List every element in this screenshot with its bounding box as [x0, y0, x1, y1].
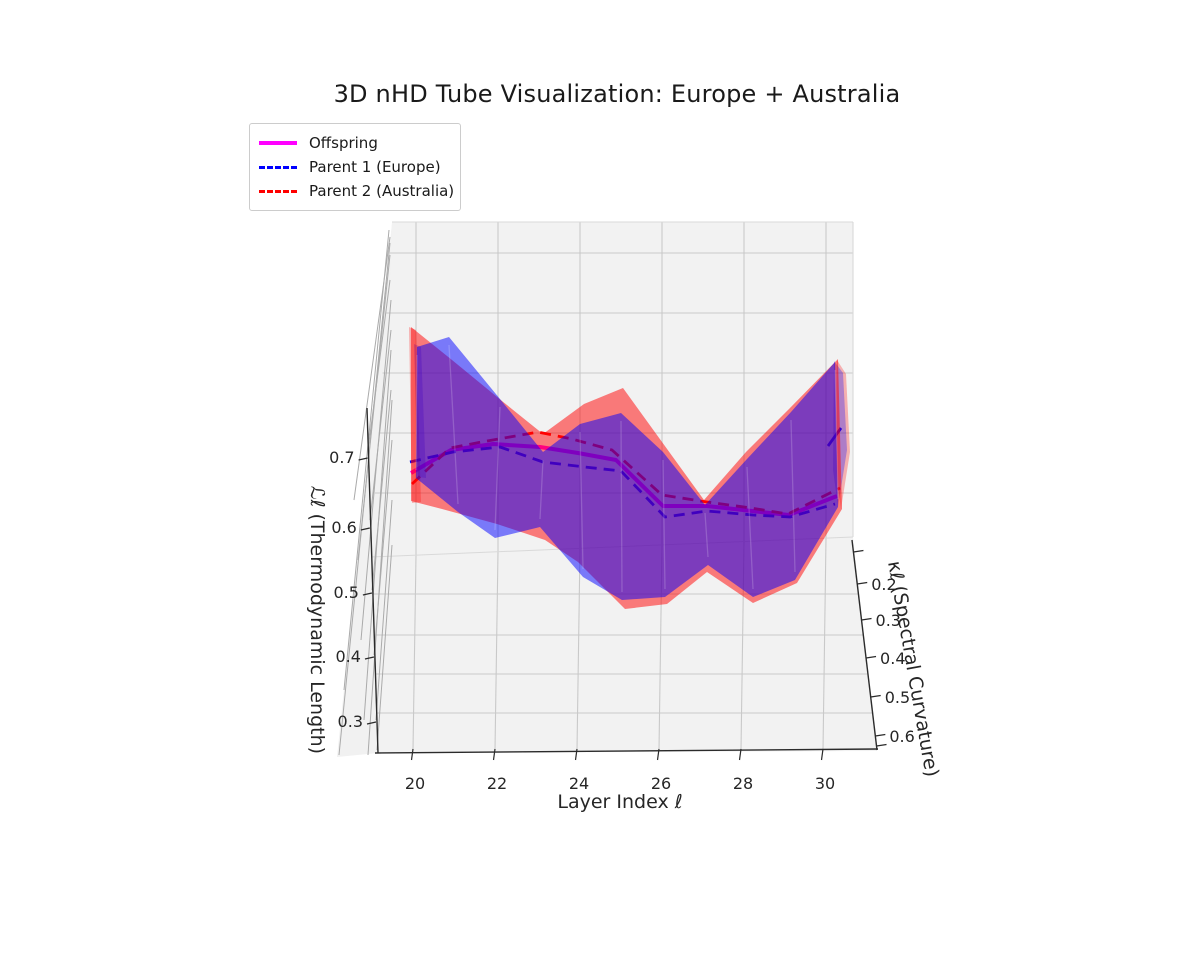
tube-seam [539, 459, 544, 520]
floor-x-gridline [412, 555, 417, 751]
plot-title: 3D nHD Tube Visualization: Europe + Aust… [333, 80, 901, 108]
tube-seam [620, 420, 623, 593]
x-tick-mark [410, 748, 414, 761]
tube-seam [494, 406, 501, 531]
left-pane-hatch-line [367, 399, 393, 756]
x-tick-label: 30 [815, 774, 835, 793]
y-axis-spine [851, 539, 878, 751]
left-pane-hatch-line [367, 279, 391, 451]
x-tick-label: 26 [651, 774, 671, 793]
tube-seam [790, 419, 796, 573]
z-tick-mark [362, 592, 373, 596]
parent2-line-sample [259, 189, 297, 193]
x-tick-mark [574, 748, 578, 761]
tube-seam [415, 354, 418, 471]
z-tick-label: 0.5 [333, 583, 358, 602]
legend: Offspring Parent 1 (Europe) Parent 2 (Au… [249, 123, 461, 211]
y-tick-mark [853, 549, 864, 553]
y-tick-label: 0.5 [885, 688, 910, 707]
y-tick-mark [857, 581, 868, 585]
left-pane-hatch-line [369, 329, 392, 521]
left-pane-hatch-line [338, 242, 391, 756]
z-tick-label: 0.4 [335, 647, 360, 666]
tube-seam [579, 431, 584, 570]
z-axis-spine [366, 407, 379, 754]
z-tick-mark [358, 457, 368, 461]
z-tick-label: 0.6 [331, 518, 356, 537]
left-pane-hatch-line [376, 544, 393, 751]
parent1-tube-ribbon [416, 337, 838, 600]
y-tick-label: 0.6 [889, 727, 914, 746]
x-axis-spine [374, 748, 879, 754]
legend-label: Offspring [309, 134, 378, 152]
left-pane-hatch-line [360, 299, 392, 641]
z-tick-mark [366, 721, 377, 725]
z-axis-label: ℒℓ (Thermodynamic Length) [306, 486, 328, 754]
x-axis-label: Layer Index ℓ [557, 791, 682, 813]
legend-item-parent2: Parent 2 (Australia) [259, 179, 454, 203]
offspring-line-sample [259, 141, 297, 145]
x-tick-label: 22 [487, 774, 507, 793]
floor-x-gridline [576, 548, 581, 751]
left-pane-hatch-line [371, 389, 392, 591]
x-tick-mark [738, 748, 742, 761]
z-tick-label: 0.7 [329, 448, 354, 467]
x-tick-mark [656, 748, 660, 761]
tube-seam [834, 369, 839, 500]
floor-x-gridline [494, 551, 499, 751]
left-pane-hatch-line [343, 229, 390, 691]
legend-label: Parent 1 (Europe) [309, 158, 441, 176]
tube-seam [448, 344, 459, 505]
parent1-line-sample [259, 165, 297, 169]
y-tick-label: 0.3 [876, 611, 901, 630]
y-tick-mark [875, 733, 886, 737]
x-tick-mark [492, 748, 496, 761]
y-tick-label: 0.2 [871, 575, 896, 594]
z-tick-mark [360, 527, 370, 531]
legend-item-parent1: Parent 1 (Europe) [259, 155, 450, 179]
floor-x-gridline [822, 538, 827, 751]
y-tick-mark [865, 655, 877, 659]
y-tick-label: 0.4 [880, 649, 905, 668]
z-tick-label: 0.3 [338, 712, 363, 731]
y-tick-mark [876, 743, 887, 747]
x-tick-label: 28 [733, 774, 753, 793]
legend-label: Parent 2 (Australia) [309, 182, 455, 200]
z-tick-mark [364, 656, 375, 660]
y-tick-mark [861, 617, 872, 621]
x-tick-mark [820, 748, 824, 761]
tube-seam [746, 466, 754, 590]
x-tick-label: 20 [405, 774, 425, 793]
legend-item-offspring: Offspring [259, 131, 450, 155]
left-pane-hatch-line [375, 499, 393, 721]
tube-seam [704, 512, 709, 558]
x-tick-label: 24 [569, 774, 589, 793]
tube-seam [662, 459, 666, 590]
y-tick-mark [870, 694, 881, 698]
